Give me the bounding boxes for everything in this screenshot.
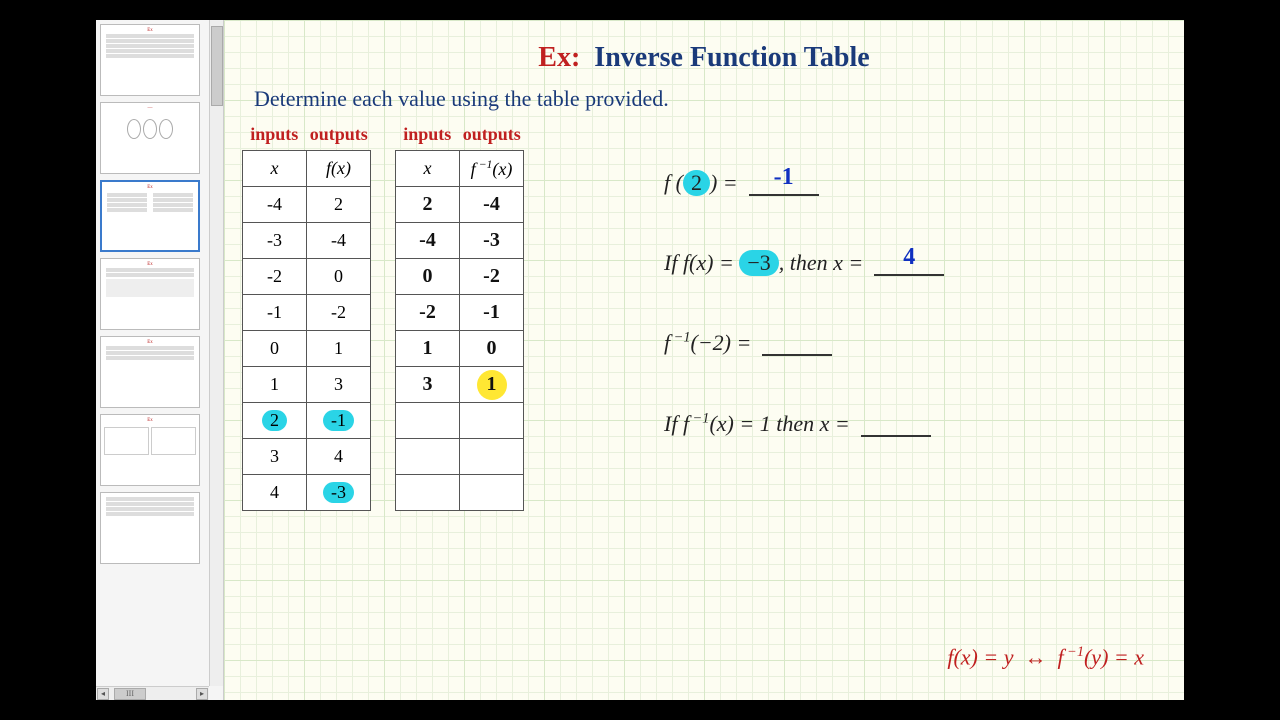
q1-answer: -1: [774, 164, 794, 191]
table1-cell-x: 1: [243, 367, 307, 403]
q3-blank: [762, 330, 832, 356]
slide-thumb-4[interactable]: Ex: [100, 258, 200, 330]
table2-cell-finvx: -1: [460, 295, 524, 331]
table1-cell-x: 4: [243, 475, 307, 511]
scroll-left-icon[interactable]: ◂: [97, 688, 109, 700]
q4-text: If f −1(x) = 1 then x =: [664, 411, 850, 436]
questions: f (2) = -1 If f(x) = −3, then x = 4 f −1…: [664, 170, 944, 491]
slide-canvas: Ex: Inverse Function Table Determine eac…: [224, 20, 1184, 700]
table2-cell-x: 2: [396, 187, 460, 223]
slide-subtitle: Determine each value using the table pro…: [254, 86, 1164, 112]
thumbnails-scroll[interactable]: Ex — Ex Ex: [96, 20, 223, 700]
q1-arg-highlight: 2: [683, 170, 710, 196]
table2-cell-finvx: -3: [460, 223, 524, 259]
table1-cell-x: 3: [243, 439, 307, 475]
table1-cell-fx: 3: [307, 367, 371, 403]
slide-thumb-1[interactable]: Ex: [100, 24, 200, 96]
q2-blank: 4: [874, 250, 944, 276]
q1-blank: -1: [749, 170, 819, 196]
table2-cell-x: [396, 475, 460, 511]
slide-thumb-5[interactable]: Ex: [100, 336, 200, 408]
table2-cell-x: 0: [396, 259, 460, 295]
table2-head-x: x: [396, 151, 460, 187]
table1-cell-fx: -2: [307, 295, 371, 331]
table1-cell-fx: -1: [307, 403, 371, 439]
table1-head-fx: f(x): [307, 151, 371, 187]
table2-cell-finvx: -4: [460, 187, 524, 223]
title-main: Inverse Function Table: [594, 42, 869, 73]
label-outputs-2: outputs: [460, 124, 525, 145]
table2-cell-finvx: [460, 439, 524, 475]
label-inputs-2: inputs: [395, 124, 460, 145]
table2-cell-finvx: 0: [460, 331, 524, 367]
table2-cell-finvx: [460, 475, 524, 511]
question-4: If f −1(x) = 1 then x =: [664, 410, 944, 436]
table1-cell-fx: 4: [307, 439, 371, 475]
table2-cell-x: [396, 403, 460, 439]
thumbnails-scrollbar-vertical[interactable]: [209, 20, 223, 686]
presentation-app: Ex — Ex Ex: [96, 20, 1184, 700]
q2-answer: 4: [903, 244, 915, 271]
table1-cell-fx: -3: [307, 475, 371, 511]
q3-text: f −1(−2) =: [664, 330, 751, 355]
slide-thumb-7[interactable]: [100, 492, 200, 564]
table2-cell-x: -4: [396, 223, 460, 259]
table1-head-x: x: [243, 151, 307, 187]
table2-head-finvx: f −1(x): [460, 151, 524, 187]
q2-pre: If f(x) =: [664, 250, 739, 275]
slide-thumb-3[interactable]: Ex: [100, 180, 200, 252]
slide-thumb-2[interactable]: —: [100, 102, 200, 174]
table-f: x f(x) -42-3-4-20-1-201132-1344-3: [242, 150, 371, 511]
question-3: f −1(−2) =: [664, 330, 944, 356]
slide-thumb-6[interactable]: Ex: [100, 414, 200, 486]
q4-blank: [861, 411, 931, 437]
table1-cell-x: -2: [243, 259, 307, 295]
table1-hand-labels: inputs outputs: [242, 124, 371, 145]
scrollbar-thumb-h[interactable]: III: [114, 688, 146, 700]
table1-cell-x: -1: [243, 295, 307, 331]
table2-cell-x: -2: [396, 295, 460, 331]
slide-thumbnails-panel: Ex — Ex Ex: [96, 20, 224, 700]
scroll-right-icon[interactable]: ▸: [196, 688, 208, 700]
question-1: f (2) = -1: [664, 170, 944, 196]
q1-post: ) =: [710, 170, 738, 195]
label-outputs: outputs: [307, 124, 372, 145]
table2-cell-finvx: 1: [460, 367, 524, 403]
table1-cell-fx: -4: [307, 223, 371, 259]
label-inputs: inputs: [242, 124, 307, 145]
table1-cell-fx: 0: [307, 259, 371, 295]
inverse-relation: f(x) = y ↔ f −1(y) = x: [947, 644, 1144, 670]
slide-title: Ex: Inverse Function Table: [244, 42, 1164, 74]
table1-cell-x: 2: [243, 403, 307, 439]
tables-area: inputs outputs x f(x) -42-3-4-20-1-20113…: [242, 150, 524, 511]
q2-mid: , then x =: [779, 250, 864, 275]
inverse-function-table: inputs outputs x f −1(x) 2-4-4-30-2-2-11…: [395, 150, 524, 511]
function-table: inputs outputs x f(x) -42-3-4-20-1-20113…: [242, 150, 371, 511]
table2-cell-x: 3: [396, 367, 460, 403]
table1-cell-fx: 2: [307, 187, 371, 223]
table2-hand-labels: inputs outputs: [395, 124, 524, 145]
table1-cell-fx: 1: [307, 331, 371, 367]
table2-cell-x: [396, 439, 460, 475]
table1-cell-x: -4: [243, 187, 307, 223]
table1-cell-x: -3: [243, 223, 307, 259]
table2-cell-x: 1: [396, 331, 460, 367]
scrollbar-thumb[interactable]: [211, 26, 223, 106]
q2-hl: −3: [739, 250, 778, 276]
thumbnails-scrollbar-horizontal[interactable]: ◂ III ▸: [96, 686, 209, 700]
table1-cell-x: 0: [243, 331, 307, 367]
title-prefix: Ex:: [538, 42, 580, 73]
question-2: If f(x) = −3, then x = 4: [664, 250, 944, 276]
table2-cell-finvx: [460, 403, 524, 439]
table2-cell-finvx: -2: [460, 259, 524, 295]
q1-pre: f (: [664, 170, 683, 195]
table-finv: x f −1(x) 2-4-4-30-2-2-11031: [395, 150, 524, 511]
